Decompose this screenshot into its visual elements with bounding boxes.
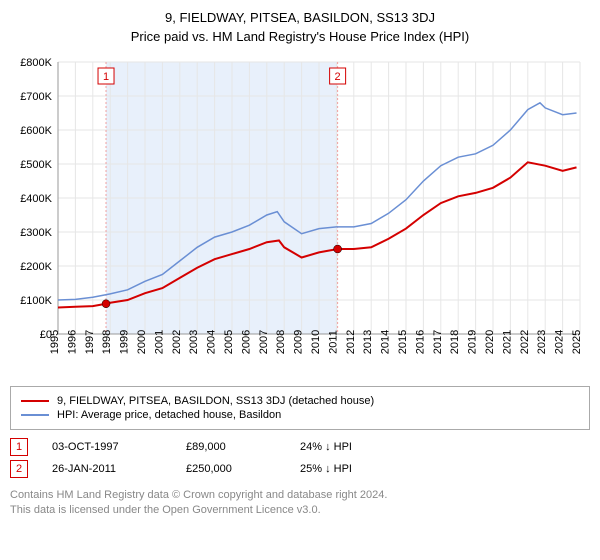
svg-text:1998: 1998 (101, 330, 113, 354)
svg-text:2013: 2013 (362, 330, 374, 354)
svg-text:1996: 1996 (66, 330, 78, 354)
svg-text:2020: 2020 (484, 330, 496, 354)
chart-svg: £0£100K£200K£300K£400K£500K£600K£700K£80… (10, 52, 590, 382)
chart: £0£100K£200K£300K£400K£500K£600K£700K£80… (10, 52, 590, 382)
svg-text:1999: 1999 (119, 330, 131, 354)
event-date: 03-OCT-1997 (52, 441, 162, 453)
svg-text:2006: 2006 (240, 330, 252, 354)
title-block: 9, FIELDWAY, PITSEA, BASILDON, SS13 3DJ … (10, 10, 590, 44)
event-diff: 24% ↓ HPI (300, 441, 410, 453)
footer: Contains HM Land Registry data © Crown c… (10, 488, 590, 519)
svg-text:£500K: £500K (20, 159, 52, 171)
legend-label: HPI: Average price, detached house, Basi… (57, 409, 281, 421)
events-table: 1 03-OCT-1997 £89,000 24% ↓ HPI 2 26-JAN-2011… (10, 438, 590, 478)
svg-text:2019: 2019 (467, 330, 479, 354)
event-number: 1 (10, 438, 28, 456)
event-price: £89,000 (186, 441, 276, 453)
svg-text:£100K: £100K (20, 295, 52, 307)
event-price: £250,000 (186, 463, 276, 475)
svg-text:£800K: £800K (20, 57, 52, 69)
svg-text:£600K: £600K (20, 125, 52, 137)
title-subtitle: Price paid vs. HM Land Registry's House … (10, 29, 590, 44)
svg-text:2005: 2005 (223, 330, 235, 354)
svg-text:£400K: £400K (20, 193, 52, 205)
event-row: 1 03-OCT-1997 £89,000 24% ↓ HPI (10, 438, 590, 456)
svg-text:2014: 2014 (380, 330, 392, 354)
svg-text:2003: 2003 (188, 330, 200, 354)
svg-text:2015: 2015 (397, 330, 409, 354)
svg-text:2001: 2001 (153, 330, 165, 354)
svg-text:£700K: £700K (20, 91, 52, 103)
legend-row: HPI: Average price, detached house, Basi… (21, 409, 579, 421)
event-diff: 25% ↓ HPI (300, 463, 410, 475)
svg-text:2021: 2021 (501, 330, 513, 354)
svg-text:2025: 2025 (571, 330, 583, 354)
svg-text:2024: 2024 (554, 330, 566, 354)
svg-text:2: 2 (335, 71, 341, 83)
svg-text:2010: 2010 (310, 330, 322, 354)
legend: 9, FIELDWAY, PITSEA, BASILDON, SS13 3DJ … (10, 386, 590, 430)
svg-text:£200K: £200K (20, 261, 52, 273)
legend-swatch (21, 414, 49, 416)
legend-swatch (21, 400, 49, 402)
svg-text:£300K: £300K (20, 227, 52, 239)
title-address: 9, FIELDWAY, PITSEA, BASILDON, SS13 3DJ (10, 10, 590, 25)
svg-text:2018: 2018 (449, 330, 461, 354)
svg-text:2004: 2004 (206, 330, 218, 354)
footer-line-2: This data is licensed under the Open Gov… (10, 503, 590, 518)
svg-text:2016: 2016 (414, 330, 426, 354)
event-number: 2 (10, 460, 28, 478)
svg-text:2017: 2017 (432, 330, 444, 354)
event-date: 26-JAN-2011 (52, 463, 162, 475)
svg-text:2023: 2023 (536, 330, 548, 354)
legend-label: 9, FIELDWAY, PITSEA, BASILDON, SS13 3DJ … (57, 395, 374, 407)
svg-text:2002: 2002 (171, 330, 183, 354)
legend-row: 9, FIELDWAY, PITSEA, BASILDON, SS13 3DJ … (21, 395, 579, 407)
svg-text:2009: 2009 (293, 330, 305, 354)
svg-text:2012: 2012 (345, 330, 357, 354)
svg-text:2022: 2022 (519, 330, 531, 354)
svg-text:1: 1 (103, 71, 109, 83)
svg-text:2011: 2011 (327, 330, 339, 354)
svg-text:1997: 1997 (84, 330, 96, 354)
footer-line-1: Contains HM Land Registry data © Crown c… (10, 488, 590, 503)
event-row: 2 26-JAN-2011 £250,000 25% ↓ HPI (10, 460, 590, 478)
svg-text:1995: 1995 (49, 330, 61, 354)
svg-text:2007: 2007 (258, 330, 270, 354)
svg-text:2008: 2008 (275, 330, 287, 354)
svg-text:2000: 2000 (136, 330, 148, 354)
